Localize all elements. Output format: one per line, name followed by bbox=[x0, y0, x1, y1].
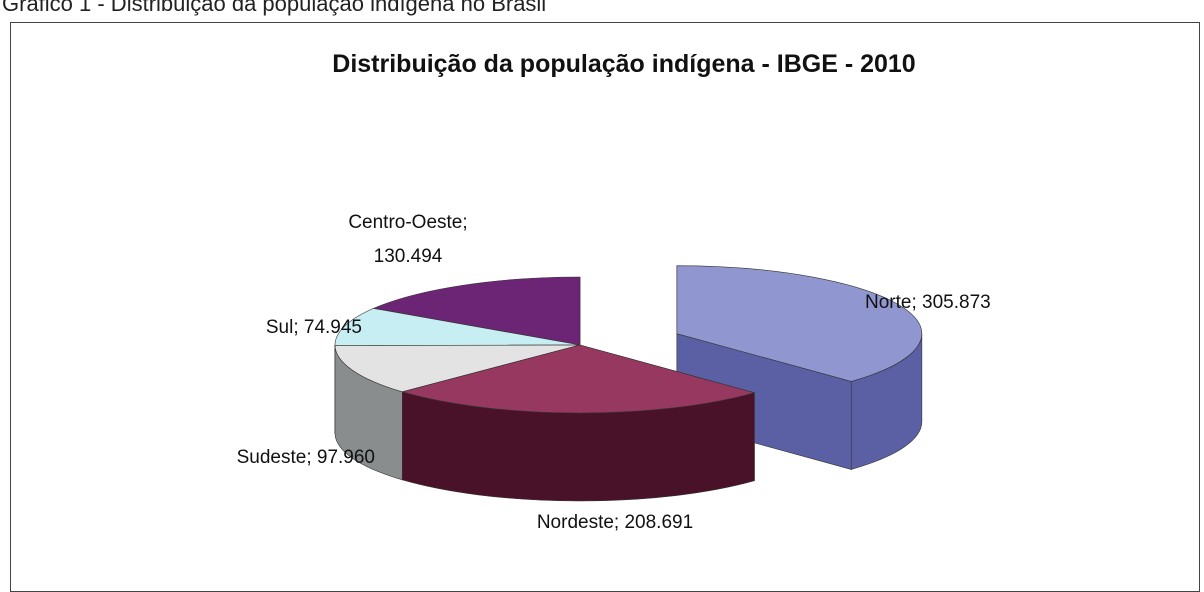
pie-chart: Distribuição da população indígena - IBG… bbox=[0, 0, 1204, 579]
data-label-norte: Norte; 305.873 bbox=[865, 292, 991, 313]
data-label-nordeste: Nordeste; 208.691 bbox=[537, 512, 693, 533]
data-label-sudeste: Sudeste; 97.960 bbox=[237, 447, 375, 468]
data-label-centro-oeste: Centro-Oeste;130.494 bbox=[348, 212, 467, 267]
slices-group bbox=[335, 266, 922, 501]
data-label-sul: Sul; 74.945 bbox=[266, 317, 362, 338]
chart-title: Distribuição da população indígena - IBG… bbox=[332, 50, 915, 78]
